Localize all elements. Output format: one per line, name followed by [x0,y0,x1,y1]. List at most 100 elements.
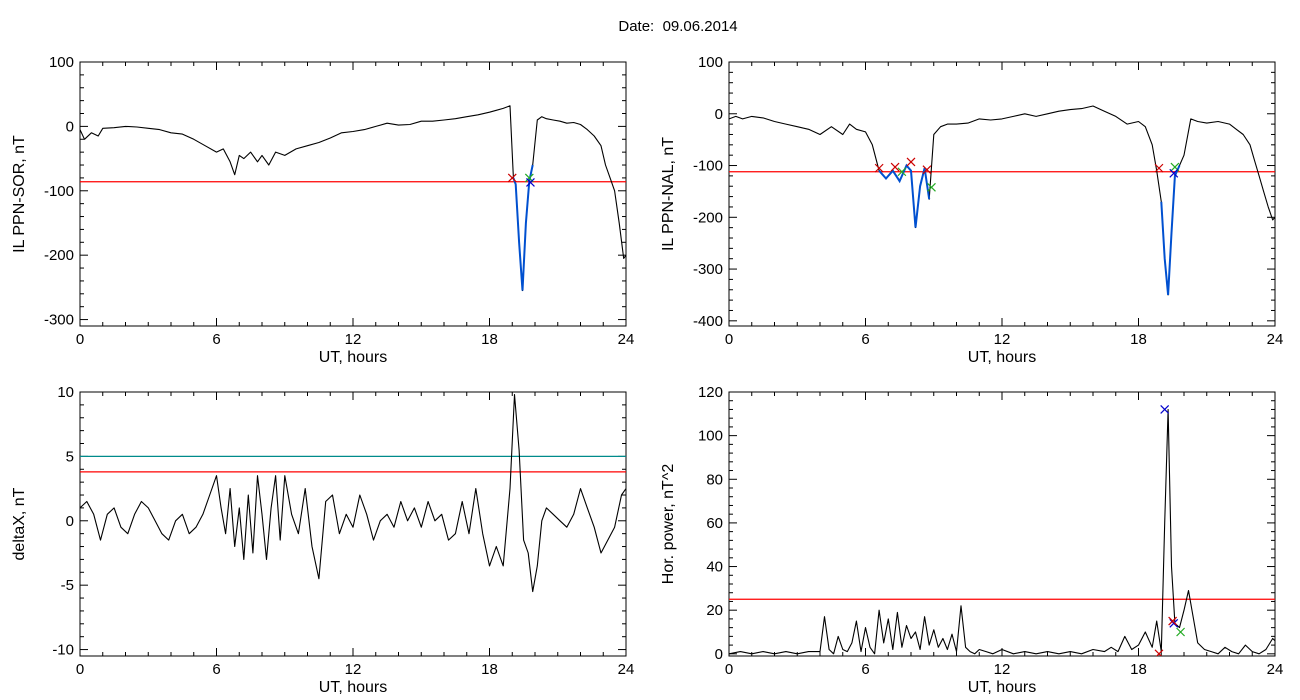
event-marker-stroke-b [874,163,884,173]
x-tick-label: 0 [725,661,733,678]
event-marker [922,165,932,175]
date-value: 09.06.2014 [662,18,738,35]
x-tick-label: 6 [212,331,220,348]
chart-panel-1: 0 6 12 18 24 100 0 -100 -200 -300 UT, hours IL PPN-… [11,54,634,366]
event-marker [1160,405,1170,414]
event-marker-stroke-b [927,182,936,192]
event-marker-stroke-b [897,167,907,177]
x-tick-label: 6 [861,331,869,348]
event-marker-stroke-b [1154,163,1164,173]
y-tick-label: -5 [61,577,74,594]
series-line [729,408,1275,655]
y-tick-label: 0 [715,106,723,123]
y-tick-label: -200 [693,209,723,226]
chart-panel-4: 0 6 12 18 24 120 100 80 60 40 20 0 UT, hours Hor. pow… [660,384,1283,696]
event-marker-stroke-b [507,173,517,183]
x-axis-title: UT, hours [968,349,1036,366]
x-tick-label: 6 [861,661,869,678]
event-marker-stroke-b [526,177,535,187]
event-marker-stroke-b [1155,649,1164,656]
y-tick-label: 0 [66,513,74,530]
x-tick-label: 0 [76,661,84,678]
event-marker-stroke-b [890,162,900,172]
event-marker-stroke-b [524,173,534,183]
plot-area [729,105,1275,296]
event-marker [906,157,916,167]
chart-panel-3: 0 6 12 18 24 10 5 0 -5 -10 UT, hours deltaX, nT [11,384,634,696]
y-axis-title: Hor. power, nT^2 [660,464,677,585]
event-marker [1154,163,1164,173]
event-marker [1154,649,1164,656]
y-tick-label: 0 [66,118,74,135]
y-tick-label: -10 [52,642,74,659]
event-marker [897,167,907,177]
y-tick-label: -300 [693,261,723,278]
y-tick-label: 120 [698,384,723,401]
plot-frame [728,61,1276,327]
x-axis-title: UT, hours [319,349,387,366]
x-axis-title: UT, hours [968,679,1036,696]
x-tick-label: 12 [994,661,1011,678]
highlight-segment [1160,165,1181,295]
event-marker [507,173,517,183]
x-tick-label: 12 [345,331,362,348]
x-tick-label: 18 [481,331,498,348]
event-marker-stroke-b [1169,618,1179,628]
y-tick-label: 20 [706,602,723,619]
y-tick-label: 0 [715,646,723,663]
event-marker-stroke-b [1160,405,1170,414]
chart-panel-2: 0 6 12 18 24 100 0 -100 -200 -300 -400 UT, hours IL … [660,54,1283,366]
y-tick-label: 100 [49,54,74,71]
y-tick-label: 5 [66,448,74,465]
y-tick-label: -400 [693,313,723,330]
series-line [80,394,626,593]
event-marker [890,162,900,172]
y-tick-label: 100 [698,428,723,445]
event-marker-stroke-b [1169,168,1179,178]
x-tick-label: 18 [1130,661,1147,678]
plot-area [80,394,626,593]
event-marker-stroke-b [906,157,916,167]
x-tick-label: 24 [1267,661,1284,678]
y-tick-label: -100 [693,158,723,175]
plot-area [729,405,1275,656]
event-marker-stroke-b [1170,162,1180,172]
event-marker [1169,168,1179,178]
series-line [729,105,1275,296]
y-tick-label: -200 [44,247,74,264]
date-label-text: Date: [618,18,655,35]
y-axis-title: IL PPN-SOR, nT [11,135,28,253]
event-marker [1168,616,1178,626]
y-axis-title: deltaX, nT [11,487,28,560]
y-tick-label: 10 [57,384,74,401]
y-tick-label: 80 [706,471,723,488]
x-tick-label: 0 [76,331,84,348]
x-tick-label: 24 [618,331,635,348]
x-tick-label: 6 [212,661,220,678]
event-marker-stroke-b [1176,627,1186,637]
x-tick-label: 12 [994,331,1011,348]
event-marker [526,177,535,187]
event-marker [1176,627,1186,637]
x-tick-label: 24 [1267,331,1284,348]
y-tick-label: -100 [44,183,74,200]
x-tick-label: 12 [345,661,362,678]
plot-frame [79,61,627,327]
event-marker-stroke-b [1168,616,1178,626]
event-marker [874,163,884,173]
y-tick-label: 100 [698,54,723,71]
event-marker-stroke-b [922,165,932,175]
event-marker [1169,618,1179,628]
y-tick-label: -300 [44,312,74,329]
x-tick-label: 18 [1130,331,1147,348]
x-tick-label: 18 [481,661,498,678]
x-tick-label: 24 [618,661,635,678]
series-line [80,105,626,292]
date-label: Date: 09.06.2014 [0,18,1300,35]
plot-area [80,105,626,292]
highlight-segment [878,163,931,228]
y-tick-label: 60 [706,515,723,532]
y-tick-label: 40 [706,559,723,576]
x-axis-title: UT, hours [319,679,387,696]
